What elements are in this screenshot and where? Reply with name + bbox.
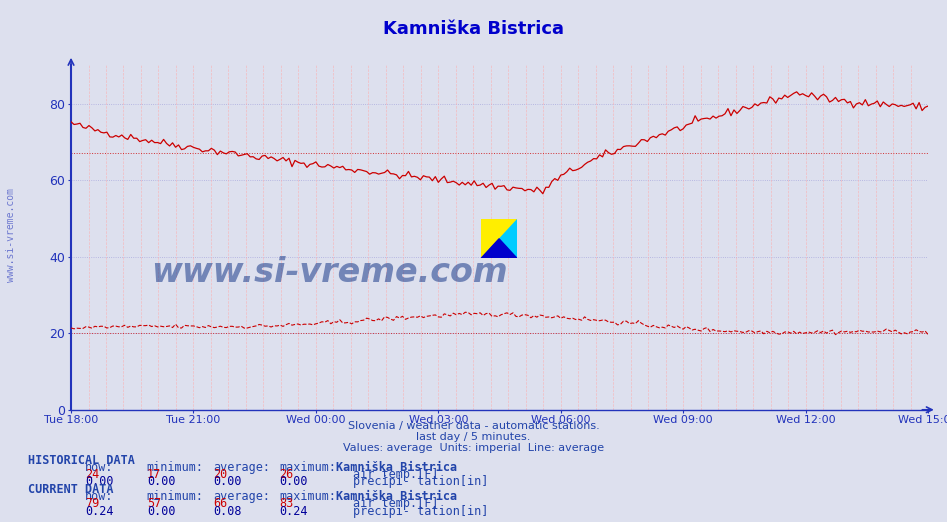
Text: Kamniška Bistrica: Kamniška Bistrica — [336, 461, 457, 474]
Text: 66: 66 — [213, 497, 227, 511]
Text: air temp.[F]: air temp.[F] — [353, 497, 438, 511]
Text: 57: 57 — [147, 497, 161, 511]
Text: Kamniška Bistrica: Kamniška Bistrica — [336, 490, 457, 503]
Text: 0.24: 0.24 — [85, 505, 114, 518]
Text: HISTORICAL DATA: HISTORICAL DATA — [28, 454, 135, 467]
Text: maximum:: maximum: — [279, 490, 336, 503]
Text: now:: now: — [85, 490, 114, 503]
Text: 0.08: 0.08 — [213, 505, 241, 518]
Text: 0.24: 0.24 — [279, 505, 308, 518]
Text: 0.00: 0.00 — [85, 476, 114, 489]
Text: 26: 26 — [279, 468, 294, 481]
Text: average:: average: — [213, 490, 270, 503]
Text: now:: now: — [85, 461, 114, 474]
Polygon shape — [481, 239, 517, 258]
Text: 0.00: 0.00 — [147, 505, 175, 518]
Text: minimum:: minimum: — [147, 490, 204, 503]
Text: maximum:: maximum: — [279, 461, 336, 474]
Text: 17: 17 — [147, 468, 161, 481]
Text: Kamniška Bistrica: Kamniška Bistrica — [383, 20, 564, 38]
Text: CURRENT DATA: CURRENT DATA — [28, 483, 114, 496]
Text: Slovenia / weather data - automatic stations.: Slovenia / weather data - automatic stat… — [348, 421, 599, 431]
Text: www.si-vreme.com: www.si-vreme.com — [152, 256, 509, 289]
Text: 79: 79 — [85, 497, 99, 511]
Text: 0.00: 0.00 — [279, 476, 308, 489]
Text: precipi- tation[in]: precipi- tation[in] — [353, 505, 489, 518]
Text: 24: 24 — [85, 468, 99, 481]
Text: 20: 20 — [213, 468, 227, 481]
Text: precipi- tation[in]: precipi- tation[in] — [353, 476, 489, 489]
Text: www.si-vreme.com: www.si-vreme.com — [7, 188, 16, 282]
Text: last day / 5 minutes.: last day / 5 minutes. — [417, 432, 530, 442]
Text: air temp.[F]: air temp.[F] — [353, 468, 438, 481]
Text: 83: 83 — [279, 497, 294, 511]
Polygon shape — [481, 219, 517, 258]
Text: average:: average: — [213, 461, 270, 474]
Text: 0.00: 0.00 — [147, 476, 175, 489]
Text: Values: average  Units: imperial  Line: average: Values: average Units: imperial Line: av… — [343, 443, 604, 453]
Text: minimum:: minimum: — [147, 461, 204, 474]
Text: 0.00: 0.00 — [213, 476, 241, 489]
Polygon shape — [481, 219, 517, 258]
